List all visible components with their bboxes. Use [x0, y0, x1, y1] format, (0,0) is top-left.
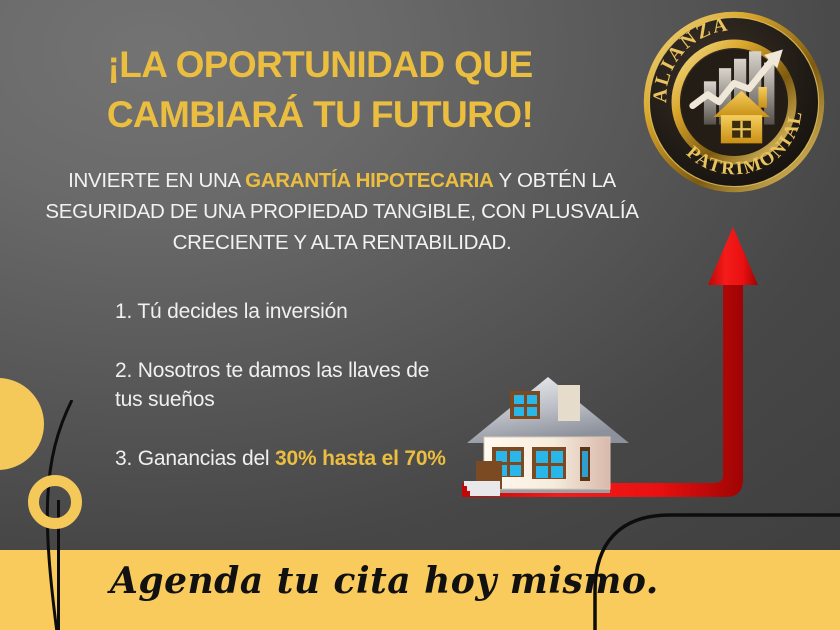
headline-line-1: ¡LA OPORTUNIDAD QUE: [107, 44, 533, 85]
list-item: 2. Nosotros te damos las llaves de tus s…: [115, 356, 455, 414]
benefit-text: 1. Tú decides la inversión: [115, 300, 348, 323]
house-growth-arrow-graphic: [462, 227, 758, 497]
subheading-highlight: GARANTÍA HIPOTECARIA: [245, 169, 494, 192]
alianza-patrimonial-logo: ALIANZA PATRIMONIAL: [643, 11, 825, 193]
page-title: ¡LA OPORTUNIDAD QUE CAMBIARÁ TU FUTURO!: [60, 40, 580, 140]
cta-text: Agenda tu cita hoy mismo.: [110, 560, 659, 602]
subheading-part-1: INVIERTE EN UNA: [68, 169, 246, 192]
benefit-text: 3. Ganancias del: [115, 447, 276, 470]
subheading: INVIERTE EN UNA GARANTÍA HIPOTECARIA Y O…: [22, 165, 662, 258]
list-item: 1. Tú decides la inversión: [115, 297, 455, 326]
benefit-highlight: 30% hasta el 70%: [275, 447, 446, 470]
decorative-vertical-line: [57, 500, 60, 630]
list-item: 3. Ganancias del 30% hasta el 70%: [115, 444, 455, 473]
decorative-corner-curve: [593, 513, 840, 630]
headline-line-2: CAMBIARÁ TU FUTURO!: [106, 94, 534, 135]
bottom-yellow-band: [0, 550, 840, 630]
benefit-text: 2. Nosotros te damos las llaves de tus s…: [115, 359, 430, 411]
benefits-list: 1. Tú decides la inversión 2. Nosotros t…: [115, 297, 455, 473]
decorative-circle-ring: [28, 475, 82, 529]
subheading-part-2: Y OBTÉN LA SEGURIDAD DE UNA PROPIEDAD TA…: [45, 169, 639, 254]
